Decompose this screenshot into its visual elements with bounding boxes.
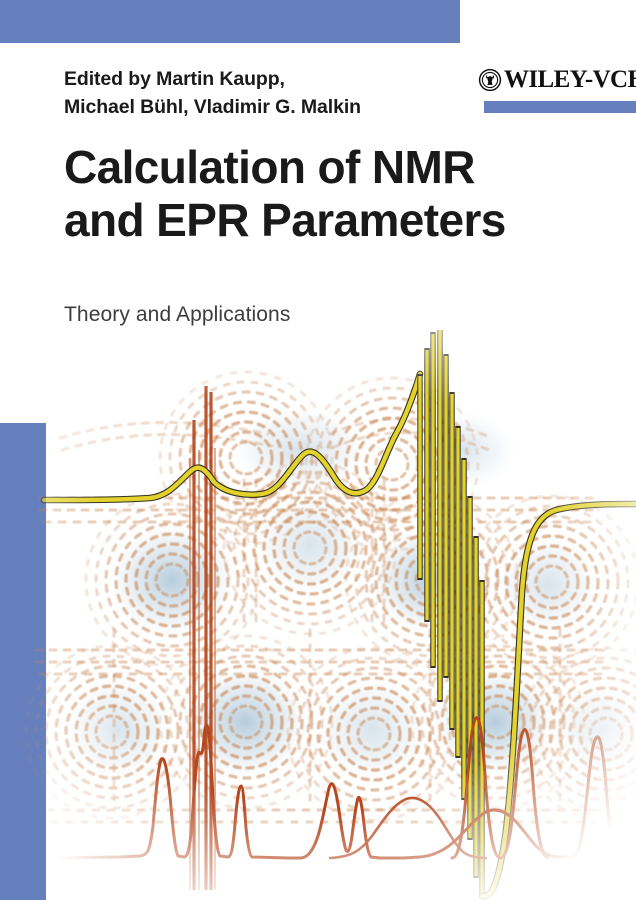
publisher-logo: WILEY-VCH [478,66,636,93]
cover-artwork [0,330,636,900]
page-subtitle: Theory and Applications [64,303,291,326]
title-line-1: Calculation of NMR [64,141,475,193]
wiley-emblem-icon [478,68,502,92]
editors-line-2: Michael Bühl, Vladimir G. Malkin [64,95,361,118]
title-line-2: and EPR Parameters [64,194,506,247]
publisher-name: WILEY-VCH [504,66,636,93]
editors-line-1: Edited by Martin Kaupp, [64,68,285,90]
nmr-spectrum-trace [44,716,636,860]
top-accent-bar [0,0,460,43]
publisher-accent-rule [484,101,636,113]
epr-spectrum-trace [40,330,636,900]
editors-credit: Edited by Martin Kaupp, Michael Bühl, Vl… [64,66,444,121]
page-title: Calculation of NMR and EPR Parameters [64,141,584,248]
current-density-vector-field [24,370,636,824]
